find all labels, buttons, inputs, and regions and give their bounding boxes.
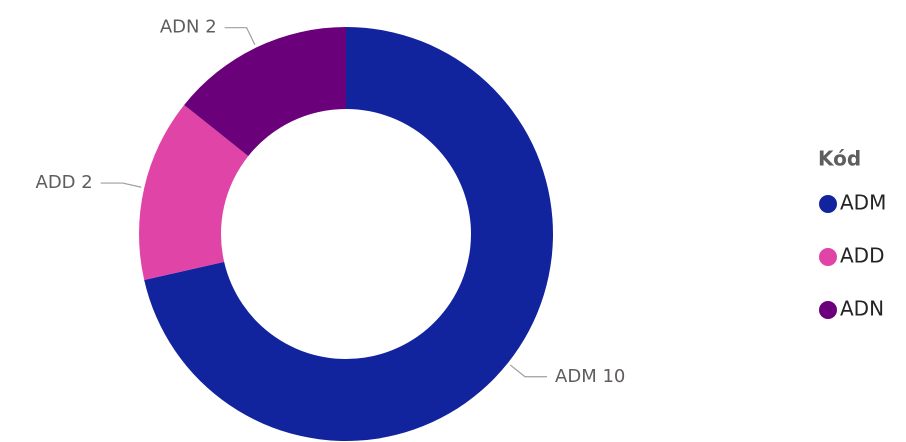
legend-label: ADN xyxy=(840,297,884,321)
legend-title: Kód xyxy=(818,147,861,171)
data-label-category: ADD xyxy=(36,172,76,193)
leader-line xyxy=(224,27,256,46)
data-label-category: ADN xyxy=(160,17,200,38)
legend-label: ADM xyxy=(840,191,886,215)
data-label-category: ADM xyxy=(555,366,597,387)
data-label-value: 2 xyxy=(81,172,92,193)
legend-marker xyxy=(819,248,837,266)
leader-line xyxy=(509,364,548,378)
data-label-value: 10 xyxy=(602,366,625,387)
donut-slice xyxy=(144,27,553,441)
legend-marker xyxy=(819,195,837,213)
leader-line xyxy=(100,182,142,188)
donut-slice xyxy=(139,104,249,281)
donut-slice xyxy=(184,27,346,157)
data-label: ADD 2 xyxy=(36,172,93,193)
legend-marker xyxy=(819,301,837,319)
data-label: ADM 10 xyxy=(555,366,625,387)
data-label-value: 2 xyxy=(205,17,216,38)
legend-label: ADD xyxy=(840,244,884,268)
data-label: ADN 2 xyxy=(160,17,217,38)
